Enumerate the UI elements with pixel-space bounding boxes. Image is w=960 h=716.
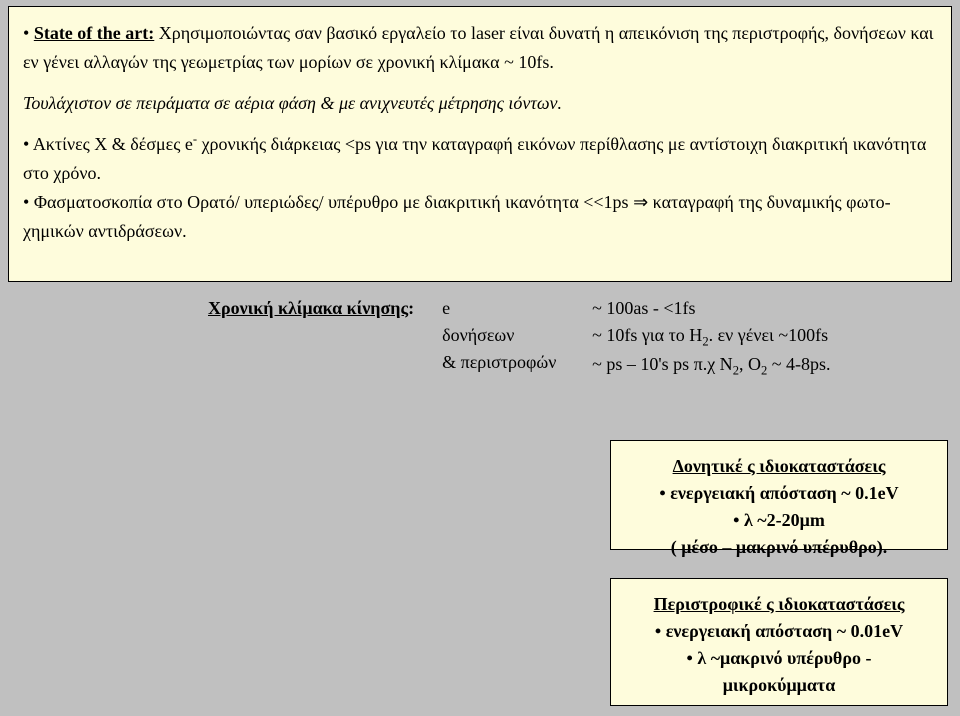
ts-c2l2b: . εν γένει ~100fs	[709, 325, 829, 345]
vib-title-row: Δονητικέ ς ιδιοκαταστάσεις	[625, 453, 933, 480]
paragraph-3: • Ακτίνες Χ & δέσμες e- χρονικής διάρκει…	[23, 129, 937, 188]
rot-title-row: Περιστροφικέ ς ιδιοκαταστάσεις	[625, 591, 933, 618]
rot-title: Περιστροφικέ ς ιδιοκαταστάσεις	[654, 594, 905, 614]
p1-text: Χρησιμοποιώντας σαν βασικό εργαλείο το l…	[23, 23, 934, 72]
vib-l2: λ ~2-20μm	[744, 510, 825, 530]
vib-l1: ενεργειακή απόσταση ~ 0.1eV	[670, 483, 898, 503]
rotational-box: Περιστροφικέ ς ιδιοκαταστάσεις • ενεργει…	[610, 578, 948, 706]
ts-c2l3: ~ ps – 10's ps π.χ N2, O2 ~ 4-8ps.	[592, 351, 948, 380]
paragraph-1: • State of the art: Χρησιμοποιώντας σαν …	[23, 19, 937, 77]
bullet: •	[23, 192, 34, 212]
vib-l1-row: • ενεργειακή απόσταση ~ 0.1eV	[625, 480, 933, 507]
timescale-col2: ~ 100as - <1fs ~ 10fs για το H2. εν γένε…	[592, 295, 948, 381]
paragraph-2: Τουλάχιστον σε πειράματα σε αέρια φάση &…	[23, 89, 937, 118]
ts-c2l2: ~ 10fs για το H2. εν γένει ~100fs	[592, 322, 948, 351]
bullet: •	[733, 510, 744, 530]
ts-c1l2: δονήσεων	[442, 322, 592, 349]
ts-c1l3: & περιστροφών	[442, 349, 592, 376]
main-box: • State of the art: Χρησιμοποιώντας σαν …	[8, 6, 952, 282]
ts-c2l3a: ~ ps – 10's ps π.χ N	[592, 354, 733, 374]
ts-c2l3b: , O	[739, 354, 761, 374]
timescale-colon: :	[408, 298, 414, 318]
rot-l3: μικροκύμματα	[625, 672, 933, 699]
bullet: •	[23, 23, 34, 43]
ts-c1l1: e	[442, 295, 592, 322]
rot-l1-row: • ενεργειακή απόσταση ~ 0.01eV	[625, 618, 933, 645]
bullet: •	[655, 621, 666, 641]
paragraph-4: • Φασματοσκοπία στο Ορατό/ υπεριώδες/ υπ…	[23, 188, 937, 246]
timescale-label-text: Χρονική κλίμακα κίνησης	[208, 298, 408, 318]
timescale-section: Χρονική κλίμακα κίνησης: e δονήσεων & πε…	[208, 295, 948, 381]
bullet: •	[23, 134, 33, 154]
rot-l1: ενεργειακή απόσταση ~ 0.01eV	[666, 621, 903, 641]
bullet: •	[687, 648, 698, 668]
rot-l2: λ ~μακρινό υπέρυθρο -	[697, 648, 871, 668]
p3a: Ακτίνες Χ & δέσμες e	[33, 134, 193, 154]
ts-c2l1: ~ 100as - <1fs	[592, 295, 948, 322]
rot-l2-row: • λ ~μακρινό υπέρυθρο -	[625, 645, 933, 672]
p4a: Φασματοσκοπία στο Ορατό/ υπεριώδες/ υπέρ…	[34, 192, 633, 212]
p4-arrow: ⇒	[633, 192, 648, 212]
ts-c2l3c: ~ 4-8ps.	[767, 354, 830, 374]
vib-l2-row: • λ ~2-20μm	[625, 507, 933, 534]
timescale-label: Χρονική κλίμακα κίνησης:	[208, 295, 414, 381]
state-of-art-label: State of the art:	[34, 23, 154, 43]
ts-c2l2a: ~ 10fs για το H	[592, 325, 702, 345]
timescale-col1: e δονήσεων & περιστροφών	[442, 295, 592, 381]
vib-l3: ( μέσο – μακρινό υπέρυθρο).	[625, 534, 933, 561]
vibrational-box: Δονητικέ ς ιδιοκαταστάσεις • ενεργειακή …	[610, 440, 948, 550]
bullet: •	[659, 483, 670, 503]
vib-title: Δονητικέ ς ιδιοκαταστάσεις	[673, 456, 886, 476]
